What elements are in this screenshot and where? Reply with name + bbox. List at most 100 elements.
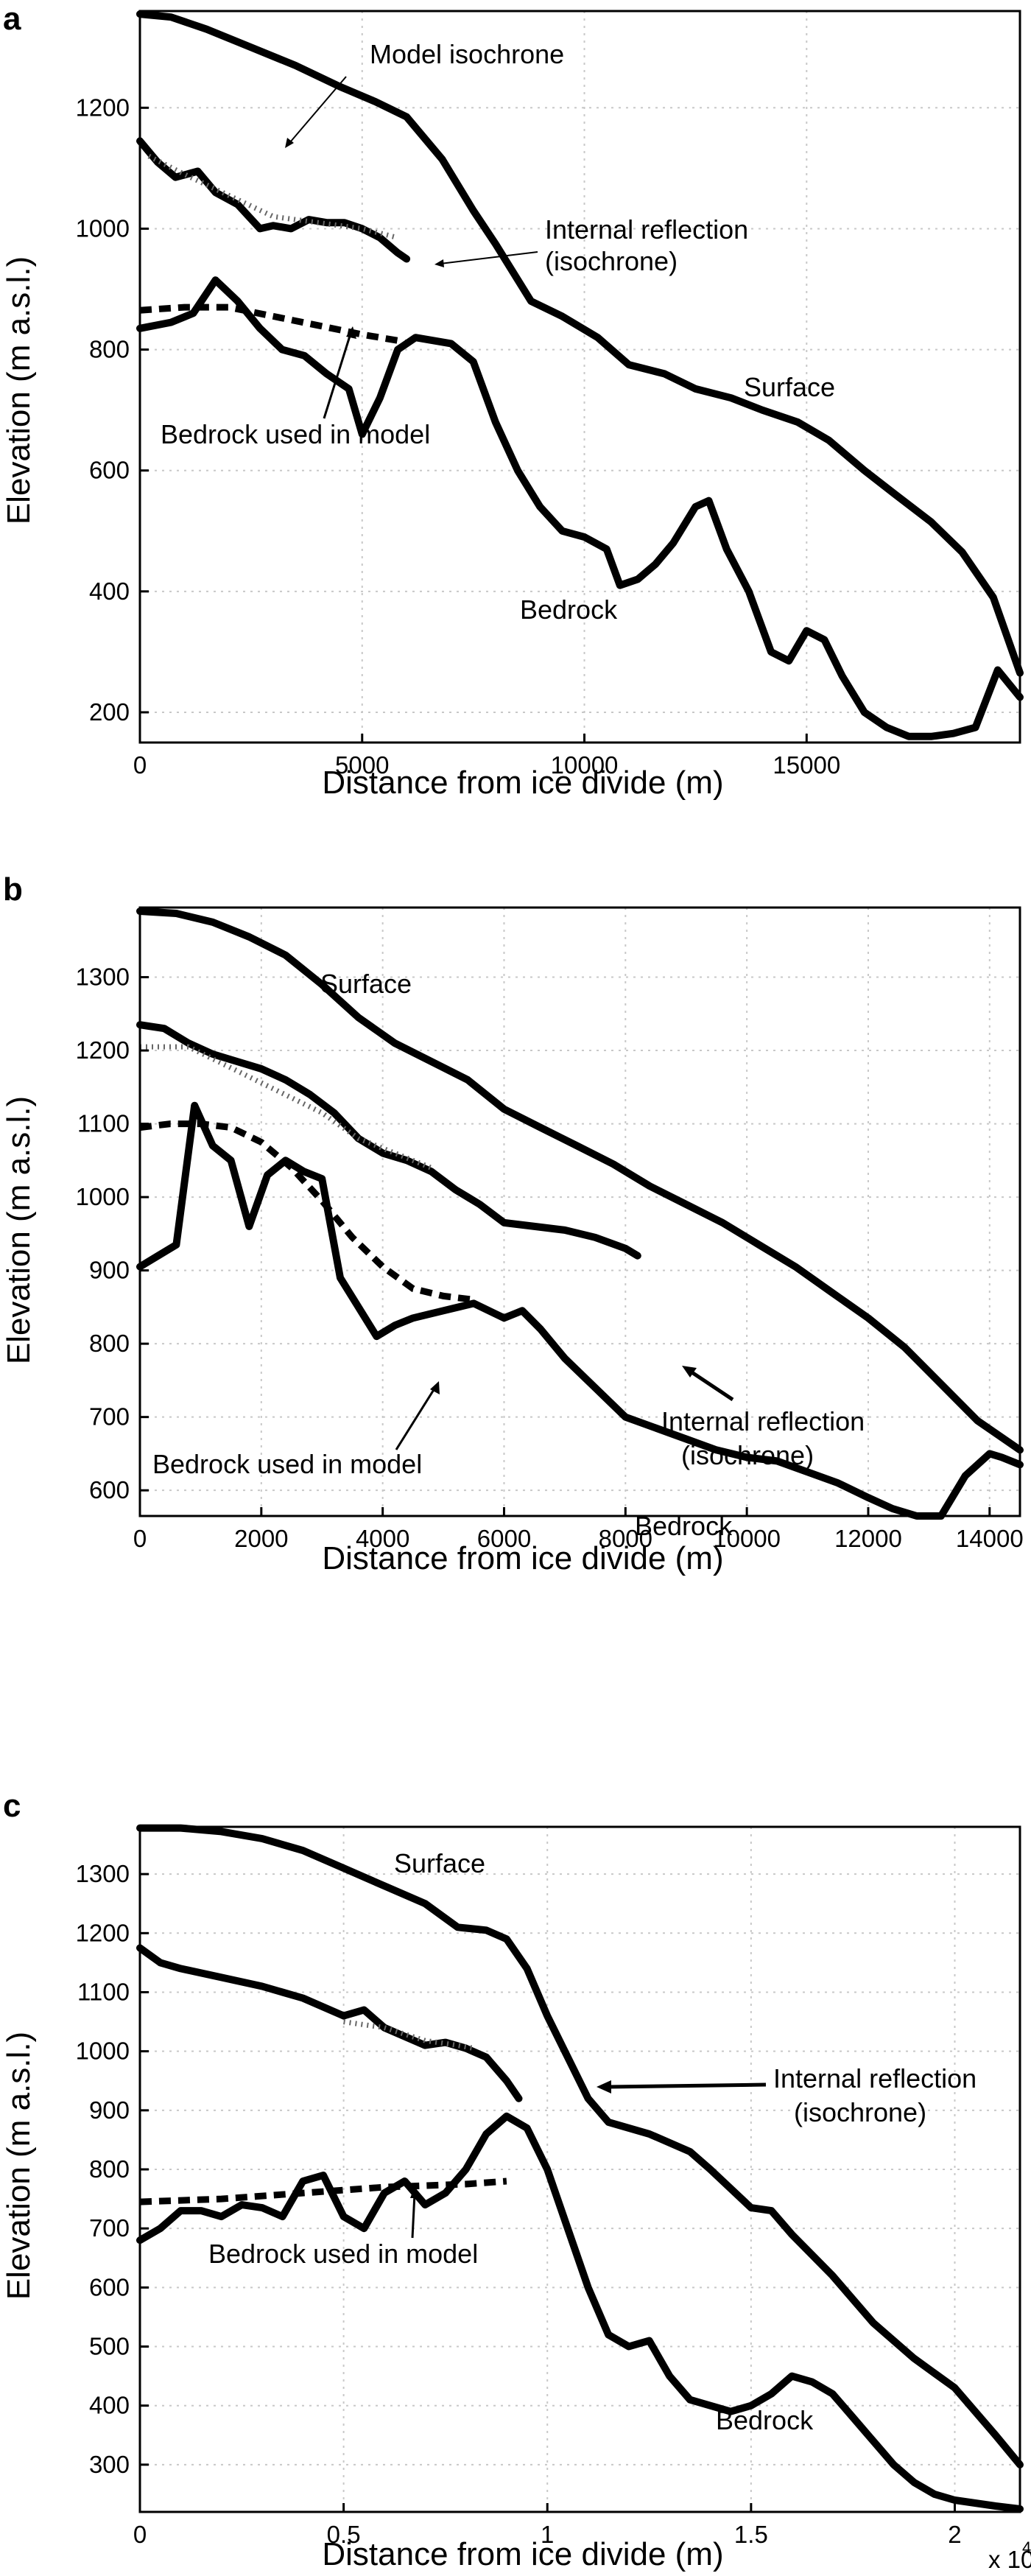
series-bedrock-used-in-model xyxy=(139,303,408,347)
annotation-bedrock: Bedrock xyxy=(520,594,618,625)
y-tick-label: 400 xyxy=(89,2392,130,2419)
annotation-model-isochrone: Model isochrone xyxy=(370,39,564,69)
arrowhead-internal-reflection xyxy=(434,259,444,267)
y-tick-label: 800 xyxy=(89,1330,130,1357)
annotation-surface: Surface xyxy=(744,372,835,402)
annotation-internal-reflection: Internal reflection xyxy=(545,214,748,245)
plot-frame xyxy=(138,1825,1021,2513)
y-tick-label: 900 xyxy=(89,1257,130,1284)
x-tick-label: 2000 xyxy=(234,1525,288,1552)
panel-a: a 0 5000 10000 15000 200 400 600 800 1000 1200 Di… xyxy=(1,1,1024,801)
panel-a-letter: a xyxy=(3,1,21,37)
panel-b-letter: b xyxy=(3,871,23,908)
y-tick-label: 1000 xyxy=(76,214,130,242)
x-tick-label: 12000 xyxy=(834,1525,902,1552)
panel-b: b 0 2000 4000 6000 8000 10000 12000 14000 600 700… xyxy=(1,871,1024,1576)
panel-c: c 0 0.5 1 1.5 2 300 400 500 600 700 800 900 1000 1100… xyxy=(1,1788,1031,2573)
y-tick-label: 1300 xyxy=(76,1860,130,1887)
x-tick-label: 0 xyxy=(133,751,147,779)
x-tick-label: 10000 xyxy=(551,751,619,779)
arrowhead-bedrock-used-in-model xyxy=(346,326,356,339)
series-internal-reflection-isochrone xyxy=(136,137,411,263)
y-axis-label: Elevation (m a.s.l.) xyxy=(1,1096,37,1364)
x-tick-label: 5000 xyxy=(335,751,389,779)
y-tick-label: 600 xyxy=(89,457,130,484)
y-tick-label: 1200 xyxy=(76,1919,130,1946)
y-tick-label: 500 xyxy=(89,2333,130,2360)
series-internal-reflection-isochrone xyxy=(136,1944,523,2102)
series-bedrock xyxy=(136,2112,1024,2513)
y-tick-label: 1100 xyxy=(77,1978,130,2005)
y-axis-label: Elevation (m a.s.l.) xyxy=(1,256,37,524)
plot-frame xyxy=(138,906,1021,1517)
x-tick-label: 15000 xyxy=(773,751,840,779)
arrow-internal-reflection xyxy=(608,2082,767,2089)
annotation-bedrock-used-in-model: Bedrock used in model xyxy=(208,2239,478,2269)
y-tick-label: 600 xyxy=(89,2273,130,2300)
x-axis-label: Distance from ice divide (m) xyxy=(322,1540,723,1576)
y-tick-label: 800 xyxy=(89,336,130,363)
y-tick-label: 300 xyxy=(89,2451,130,2478)
y-tick-label: 600 xyxy=(89,1476,130,1503)
arrow-internal-reflection xyxy=(440,251,538,264)
series-bedrock-used-in-model xyxy=(139,2177,507,2205)
y-tick-label: 900 xyxy=(89,2096,130,2124)
arrowhead-bedrock-used-in-model xyxy=(410,2186,419,2198)
x-tick-label: 0 xyxy=(133,1525,147,1552)
annotation-surface: Surface xyxy=(320,969,412,999)
annotation-bedrock: Bedrock xyxy=(635,1511,733,1541)
series-internal-reflection-isochrone xyxy=(136,1021,641,1260)
y-tick-label: 400 xyxy=(89,578,130,605)
panel-c-letter: c xyxy=(3,1788,21,1824)
annotation-isochrone: (isochrone) xyxy=(794,2097,926,2127)
annotation-internal-reflection: Internal reflection xyxy=(661,1406,865,1436)
arrowhead-bedrock-used-in-model xyxy=(430,1381,440,1394)
plot-frame xyxy=(138,10,1021,744)
x-tick-label: 1.5 xyxy=(734,2521,768,2548)
y-tick-label: 1000 xyxy=(76,1183,130,1210)
x-tick-label: 1 xyxy=(541,2521,554,2548)
x-multiplier-exponent: 4 xyxy=(1022,2538,1031,2557)
series-surface xyxy=(136,10,1024,677)
series-surface xyxy=(136,908,1024,1454)
y-tick-label: 1100 xyxy=(77,1110,130,1137)
arrow-model-isochrone xyxy=(289,76,347,143)
x-tick-label: 2 xyxy=(948,2521,961,2548)
y-tick-label: 800 xyxy=(89,2155,130,2183)
arrow-bedrock-used-in-model xyxy=(411,2193,416,2239)
x-axis-label: Distance from ice divide (m) xyxy=(322,2536,723,2572)
annotation-bedrock-used-in-model: Bedrock used in model xyxy=(161,419,430,449)
y-tick-label: 200 xyxy=(89,698,130,726)
annotation-internal-reflection: Internal reflection xyxy=(773,2063,977,2094)
arrow-internal-reflection xyxy=(689,1369,734,1402)
series-model-isochrone xyxy=(140,1044,432,1171)
arrow-bedrock-used-in-model xyxy=(395,1388,436,1450)
x-tick-label: 6000 xyxy=(477,1525,531,1552)
x-axis-label: Distance from ice divide (m) xyxy=(322,765,723,801)
arrow-bedrock-used-in-model xyxy=(323,333,352,419)
series-bedrock xyxy=(136,276,1024,740)
x-tick-label: 10000 xyxy=(713,1525,781,1552)
arrowhead-internal-reflection xyxy=(597,2080,611,2094)
x-tick-label: 0 xyxy=(133,2521,147,2548)
series-bedrock xyxy=(136,1101,1024,1520)
annotation-bedrock-used-in-model: Bedrock used in model xyxy=(152,1449,422,1479)
arrowhead-internal-reflection xyxy=(682,1366,697,1378)
x-tick-label: 8000 xyxy=(599,1525,652,1552)
y-axis-label: Elevation (m a.s.l.) xyxy=(1,2032,37,2300)
series-surface xyxy=(136,1824,1024,2468)
annotation-bedrock: Bedrock xyxy=(716,2405,814,2435)
y-tick-label: 1200 xyxy=(76,94,130,121)
x-tick-label: 14000 xyxy=(956,1525,1024,1552)
annotation-isochrone: (isochrone) xyxy=(545,246,678,276)
x-tick-label: 4000 xyxy=(356,1525,409,1552)
annotation-isochrone: (isochrone) xyxy=(681,1440,814,1470)
x-tick-label: 0.5 xyxy=(327,2521,361,2548)
annotation-surface: Surface xyxy=(394,1848,485,1878)
y-tick-label: 1200 xyxy=(76,1036,130,1064)
y-tick-label: 1300 xyxy=(76,964,130,991)
y-tick-label: 1000 xyxy=(76,2038,130,2065)
y-tick-label: 700 xyxy=(89,2214,130,2242)
y-tick-label: 700 xyxy=(89,1403,130,1431)
